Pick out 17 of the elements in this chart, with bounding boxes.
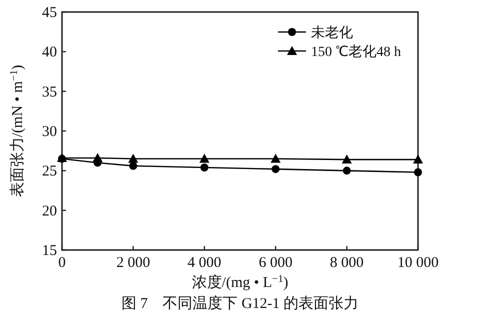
y-tick-label: 30	[42, 124, 57, 140]
x-tick-label: 6 000	[258, 255, 292, 271]
legend-label: 未老化	[311, 25, 353, 41]
x-tick-label: 10 000	[397, 255, 439, 271]
y-tick-label: 45	[42, 5, 57, 21]
x-tick-label: 8 000	[330, 255, 364, 271]
legend-label: 150 ℃老化48 h	[311, 44, 401, 60]
x-tick-label: 4 000	[188, 255, 222, 271]
y-tick-label: 15	[42, 243, 57, 259]
x-tick-label: 0	[58, 255, 66, 271]
y-tick-label: 35	[42, 84, 57, 100]
y-tick-label: 25	[42, 164, 57, 180]
y-tick-label: 20	[42, 203, 57, 220]
x-tick-label: 2 000	[116, 255, 150, 271]
caption: 图 7 不同温度下 G12-1 的表面张力	[121, 295, 359, 312]
y-tick-label: 40	[42, 44, 57, 61]
x-axis-title: 浓度/(mg • L$^{−1}$)	[192, 274, 288, 291]
